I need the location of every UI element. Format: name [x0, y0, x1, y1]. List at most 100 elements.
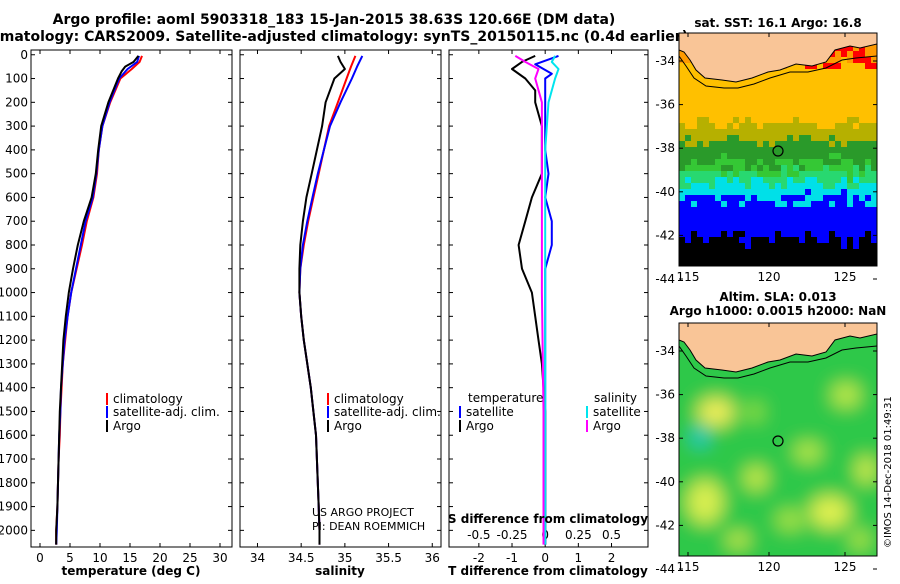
sst-cell: [751, 189, 757, 195]
sst-cell: [703, 123, 709, 129]
sst-cell: [859, 201, 865, 207]
sst-cell: [721, 171, 727, 177]
sst-cell: [703, 165, 709, 171]
sst-cell: [847, 225, 853, 231]
sst-cell: [841, 135, 847, 141]
sst-cell: [751, 231, 757, 237]
sst-map: sat. SST: 16.1 Argo: 16.8 -34 -36 -38 -40 -4…: [655, 16, 878, 286]
sst-cell: [685, 111, 691, 117]
sst-cell: [793, 183, 799, 189]
x-tick-label: 25: [182, 551, 197, 565]
sst-cell: [781, 159, 787, 165]
sst-cell: [859, 171, 865, 177]
sst-cell: [685, 249, 691, 255]
sst-cell: [811, 195, 817, 201]
map-y-label: -42: [655, 228, 675, 242]
sst-cell: [847, 195, 853, 201]
sst-cell: [727, 249, 733, 255]
difference-series: [511, 54, 560, 545]
sst-cell: [817, 177, 823, 183]
sst-cell: [829, 249, 835, 255]
sst-cell: [703, 171, 709, 177]
sst-cell: [739, 159, 745, 165]
sst-cell: [679, 153, 685, 159]
sst-cell: [793, 207, 799, 213]
sst-cell: [859, 129, 865, 135]
sst-cell: [733, 255, 739, 261]
sst-cell: [805, 159, 811, 165]
sst-cell: [787, 99, 793, 105]
sst-cell: [865, 63, 871, 69]
sst-cell: [817, 159, 823, 165]
sst-cell: [775, 219, 781, 225]
sst-cell: [715, 105, 721, 111]
sst-cell: [763, 189, 769, 195]
sst-cell: [721, 153, 727, 159]
legend-tsat-label: satellite: [466, 405, 514, 419]
sst-cell: [835, 207, 841, 213]
map-x-label: 115: [677, 560, 700, 574]
sst-cell: [811, 105, 817, 111]
sst-cell: [799, 111, 805, 117]
sst-cell: [835, 87, 841, 93]
sst-cell: [871, 171, 877, 177]
sst-cell: [691, 189, 697, 195]
sst-cell: [835, 135, 841, 141]
sst-cell: [847, 81, 853, 87]
sst-cell: [727, 81, 733, 87]
sst-cell: [865, 147, 871, 153]
sst-cell: [733, 195, 739, 201]
sst-cell: [763, 165, 769, 171]
sst-cell: [751, 159, 757, 165]
sst-cell: [799, 189, 805, 195]
sla-field: [679, 323, 877, 556]
sst-cell: [829, 147, 835, 153]
sst-cell: [829, 195, 835, 201]
sst-cell: [841, 51, 847, 57]
sst-cell: [769, 147, 775, 153]
sst-cell: [721, 81, 727, 87]
sst-cell: [679, 183, 685, 189]
sst-cell: [823, 123, 829, 129]
sst-cell: [739, 141, 745, 147]
sst-cell: [817, 69, 823, 75]
sst-cell: [823, 261, 829, 266]
sst-cell: [697, 147, 703, 153]
sst-cell: [799, 261, 805, 266]
sst-cell: [691, 201, 697, 207]
sst-cell: [823, 69, 829, 75]
sst-cell: [733, 237, 739, 243]
sst-cell: [811, 147, 817, 153]
sst-cell: [841, 189, 847, 195]
sst-cell: [781, 129, 787, 135]
sst-cell: [853, 165, 859, 171]
sst-cell: [841, 99, 847, 105]
map-y-label: -40: [655, 185, 675, 199]
sst-cell: [805, 93, 811, 99]
sst-cell: [763, 81, 769, 87]
sst-cell: [739, 153, 745, 159]
series-s-argo-line: [514, 55, 545, 545]
sst-cell: [751, 141, 757, 147]
sst-cell: [757, 207, 763, 213]
sst-cell: [685, 177, 691, 183]
sst-cell: [697, 159, 703, 165]
sst-cell: [769, 129, 775, 135]
sst-cell: [775, 135, 781, 141]
sst-cell: [739, 219, 745, 225]
sst-cell: [721, 189, 727, 195]
sst-cell: [865, 249, 871, 255]
sst-cell: [727, 159, 733, 165]
depth-axis: 0 100 200 300 400 500 600 700 800 900 1000 1100 1200…: [0, 48, 648, 537]
sst-cell: [805, 165, 811, 171]
sst-cell: [769, 237, 775, 243]
sst-cell: [805, 261, 811, 266]
sst-cell: [829, 111, 835, 117]
sst-cell: [841, 237, 847, 243]
sst-cell: [805, 87, 811, 93]
sst-cell: [775, 123, 781, 129]
sst-cell: [679, 75, 685, 81]
sst-cell: [745, 243, 751, 249]
sst-cell: [757, 135, 763, 141]
sst-cell: [745, 177, 751, 183]
